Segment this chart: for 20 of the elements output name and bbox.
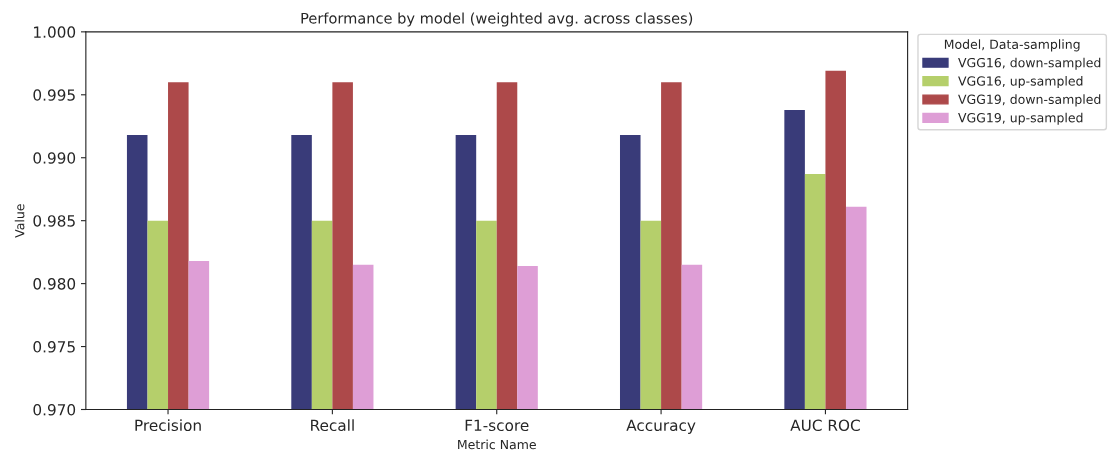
legend-label: VGG19, down-sampled: [958, 94, 1101, 107]
x-tick-label: Recall: [311, 419, 354, 432]
y-tick-label: 0.995: [33, 89, 75, 101]
x-axis-title: Metric Name: [458, 439, 536, 450]
x-tick-label: F1-score: [465, 419, 529, 432]
legend-label: VGG19, up-sampled: [958, 112, 1083, 125]
y-axis-title: Value: [14, 204, 25, 238]
x-tick-label: Precision: [135, 419, 201, 432]
y-tick-label: 0.980: [33, 278, 76, 290]
chart-title: Performance by model (weighted avg. across classes): [301, 12, 693, 27]
y-tick-label: 0.985: [33, 215, 75, 227]
x-tick-label: AUC ROC: [790, 419, 860, 432]
legend-label: VGG16, down-sampled: [958, 57, 1101, 70]
legend-label: VGG16, up-sampled: [958, 76, 1083, 89]
y-tick-label: 0.990: [33, 152, 76, 164]
legend-title: Model, Data-sampling: [944, 39, 1080, 52]
y-tick-label: 0.970: [33, 403, 76, 416]
y-tick-label: 0.975: [33, 341, 75, 353]
x-tick-label: Accuracy: [626, 419, 696, 435]
y-tick-label: 1.000: [34, 26, 76, 38]
